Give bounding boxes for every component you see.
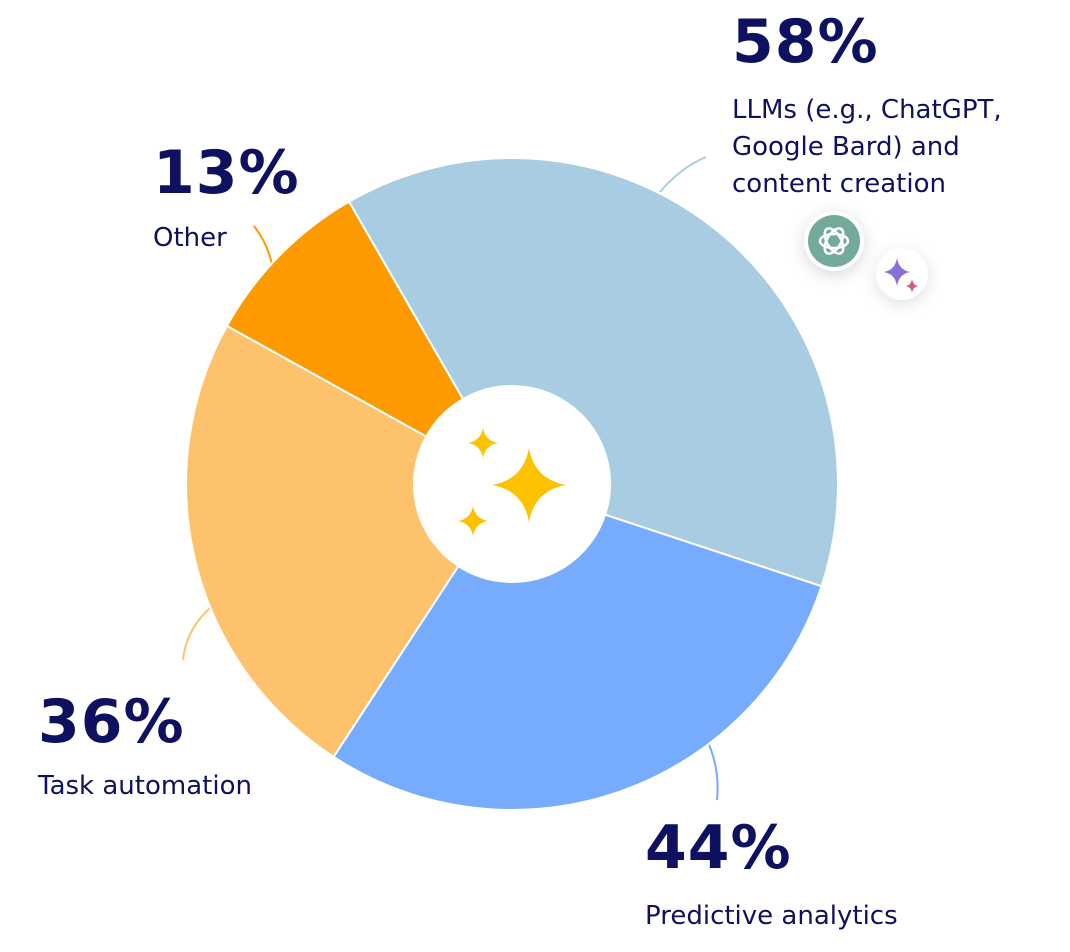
gemini-star-small — [906, 279, 918, 293]
leader-line — [659, 156, 707, 193]
sparkle — [468, 428, 498, 458]
slice — [332, 513, 823, 811]
value-label: 58% — [732, 7, 879, 77]
decor — [804, 211, 928, 300]
category-label: Task automation — [38, 771, 252, 801]
leader-line — [707, 741, 719, 801]
slice — [185, 324, 460, 759]
leader-line — [253, 225, 273, 266]
chatgpt-icon — [808, 215, 860, 267]
chatgpt-knot — [818, 227, 850, 255]
value-label: 44% — [645, 813, 792, 883]
value-label: 36% — [38, 687, 185, 757]
leader-line — [182, 607, 211, 661]
gemini-star — [884, 258, 910, 286]
slice — [347, 157, 839, 588]
slice — [225, 200, 465, 438]
category-label: LLMs (e.g., ChatGPT, Google Bard) and co… — [732, 95, 1002, 199]
category-label: Predictive analytics — [645, 901, 898, 931]
sparkle — [458, 506, 488, 536]
category-label: Other — [153, 223, 227, 253]
value-label: 13% — [153, 138, 300, 208]
slices — [185, 157, 839, 811]
sparkle — [492, 448, 566, 522]
